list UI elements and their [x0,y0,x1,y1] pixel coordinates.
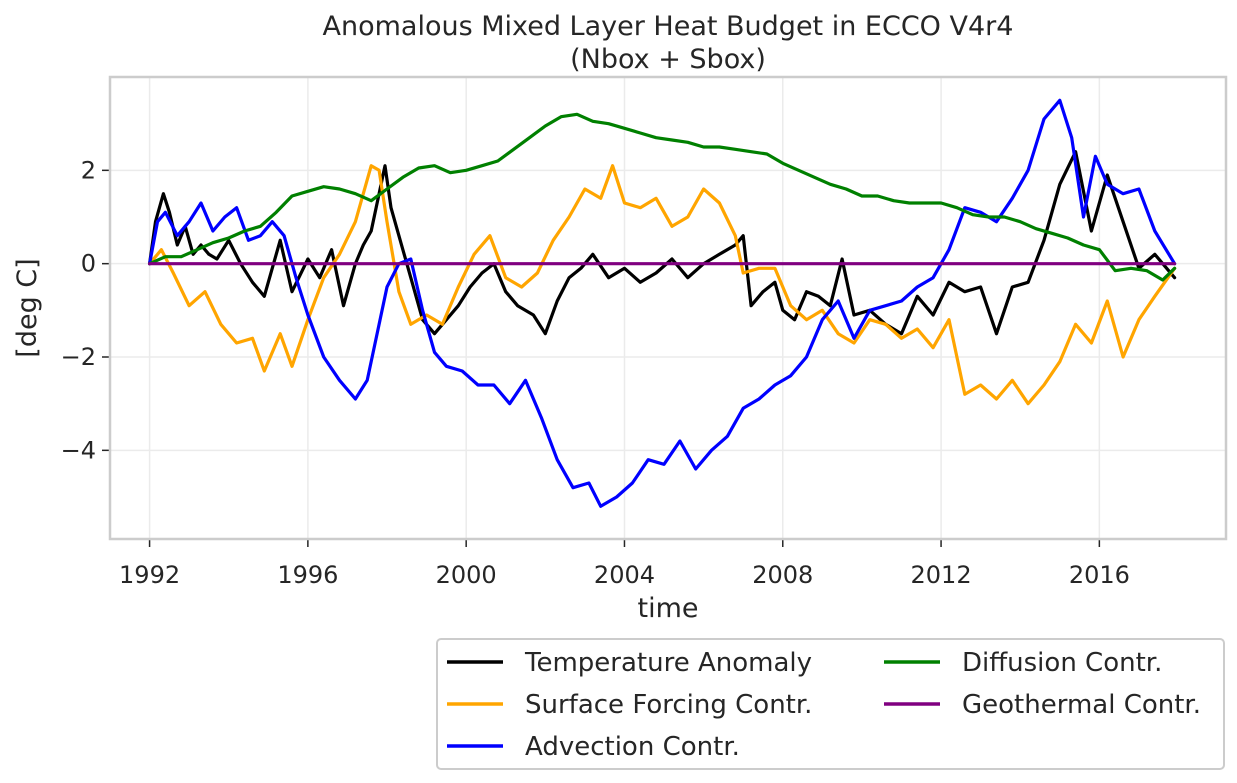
legend: Temperature Anomaly Surface Forcing Contr… [436,638,1225,770]
x-tick-label: 2016 [1069,561,1130,589]
x-tick-label: 2012 [911,561,972,589]
series-line-1 [148,164,1177,406]
legend-label-1: Surface Forcing Contr. [525,690,812,720]
plot-frame [108,75,1228,541]
x-tick-label: 1992 [119,561,180,589]
x-tick-label: 2000 [436,561,497,589]
series-line-0 [148,150,1177,336]
legend-label-4: Geothermal Contr. [962,690,1201,720]
series-line-2 [148,98,1177,508]
legend-label-3: Diffusion Contr. [962,648,1162,678]
y-tick-label: 0 [81,250,96,278]
series-line-3 [148,112,1177,282]
series-lines [148,98,1177,508]
x-tick-label: 2008 [752,561,813,589]
legend-label-0: Temperature Anomaly [524,648,812,678]
legend-label-2: Advection Contr. [525,732,740,762]
x-tick-label: 1996 [277,561,338,589]
y-tick-label: −2 [61,343,96,371]
grid [110,77,1226,539]
x-tick-label: 2004 [594,561,655,589]
y-axis-label: [deg C] [12,258,43,357]
chart-title: Anomalous Mixed Layer Heat Budget in ECC… [323,11,1014,42]
y-tick-label: −4 [61,436,96,464]
legend-box [436,638,1225,770]
chart-subtitle: (Nbox + Sbox) [570,44,766,75]
y-tick-label: 2 [81,156,96,184]
x-axis-label: time [637,593,698,624]
axis-ticks: 1992 1996 2000 2004 2008 2012 2016 −4 −2 0 2 [61,156,1130,589]
